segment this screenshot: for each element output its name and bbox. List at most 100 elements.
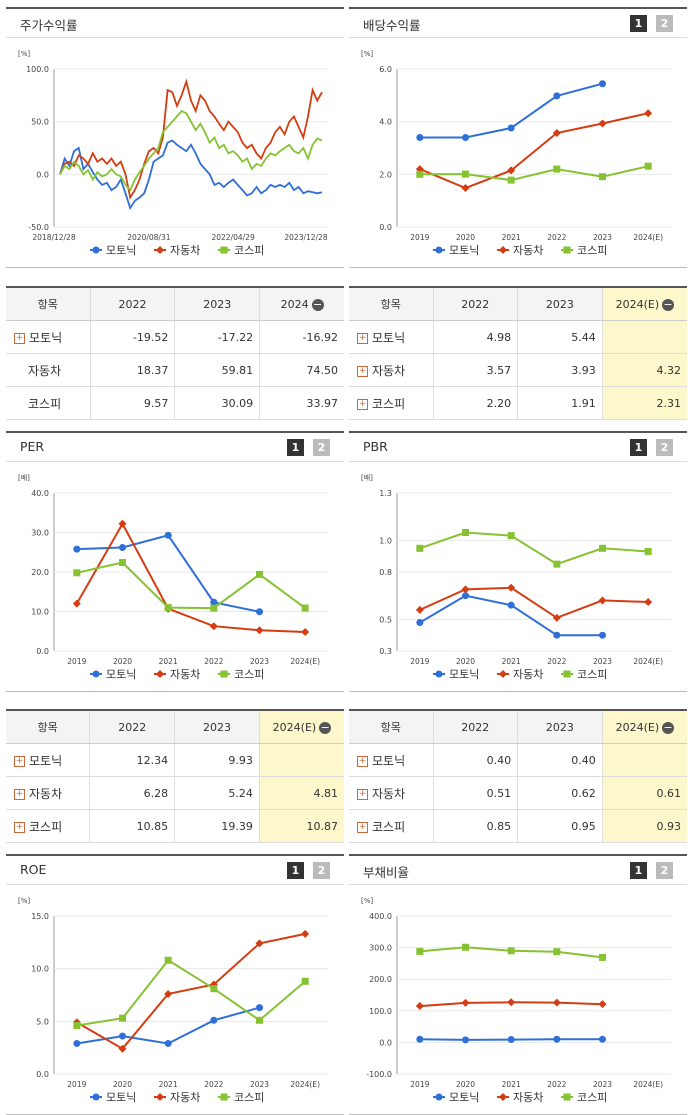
unit-label: [%] [18,897,30,905]
value-cell: 4.32 [601,353,687,387]
x-tick-label: 2023 [250,1080,269,1089]
data-point [462,592,469,600]
data-point [73,1022,81,1030]
table-row: + 모토닉 -19.52 -17.22 -16.92 [6,320,344,354]
data-point [599,953,606,961]
series-line-1 [419,586,649,619]
table-row: 코스피 9.57 30.09 33.97 [6,386,344,420]
column-header-label: 2022 [118,720,147,734]
data-point [507,583,516,592]
legend-marker [563,1093,571,1101]
page-1-button[interactable]: 1 [287,862,304,879]
data-point [507,532,515,540]
x-tick-label: 2020 [113,1080,132,1089]
row-name-cell: + 자동차 [349,353,433,387]
x-tick-label: 2022 [204,1080,223,1089]
page-1-button[interactable]: 1 [630,15,647,32]
data-point [462,133,469,141]
page-2-button[interactable]: 2 [656,439,673,456]
data-point [73,1039,81,1047]
expand-icon[interactable]: + [357,755,368,767]
collapse-icon[interactable]: − [662,297,675,311]
legend-marker [563,246,571,254]
expand-icon[interactable]: + [357,365,368,377]
data-point [461,998,470,1007]
legend-marker [156,670,164,678]
stock-return-panel: 주가수익률 [%] 100.0 50.0 0.0 -50.0 2018/12/28 2020… [6,7,344,268]
data-point [598,1000,607,1009]
x-tick-label: 2019 [410,657,429,666]
series-line-1 [76,932,306,1050]
row-name-cell: + 모토닉 [349,320,433,354]
page-1-button[interactable]: 1 [630,439,647,456]
expand-icon[interactable]: + [14,821,25,833]
legend-label: 코스피 [234,668,264,681]
data-point [119,1014,126,1022]
y-tick-label: 5.0 [36,1017,49,1026]
legend-label: 자동차 [170,1091,200,1104]
column-header-label: 항목 [37,298,58,311]
data-point [507,947,515,955]
series-line-2 [419,531,649,566]
data-point [416,947,424,955]
expand-icon[interactable]: + [357,332,368,344]
collapse-icon[interactable]: − [319,720,332,734]
column-header-label: 2022 [461,720,490,734]
data-point [461,585,470,594]
expand-icon[interactable]: + [357,398,368,410]
data-point [598,596,607,605]
data-point [552,128,561,137]
row-name: 모토닉 [372,753,406,768]
unit-label: [%] [361,50,373,58]
data-point [553,631,561,639]
data-point [507,176,515,184]
page-2-button[interactable]: 2 [313,439,330,456]
data-point [599,544,606,552]
unit-label: [배] [18,473,30,482]
x-tick-label: 2021 [502,657,521,666]
column-header: 2024(E) − [258,710,344,744]
y-tick-label: 20.0 [31,568,49,577]
page-1-button[interactable]: 1 [630,862,647,879]
expand-icon[interactable]: + [14,755,25,767]
legend-label: 자동차 [170,244,200,257]
value-cell [601,320,687,354]
y-tick-label: 0.5 [379,615,392,624]
per-chart: [배]40.0 30.0 20.0 10.0 0.0 2019 2020 2021 2022 20… [18,473,328,681]
legend-marker [220,670,228,678]
data-point [507,166,516,175]
column-header-label: 2023 [203,297,232,311]
unit-label: [%] [361,897,373,905]
y-tick-label: 40.0 [31,489,49,498]
y-tick-label: 10.0 [31,608,49,617]
page-2-button[interactable]: 2 [656,15,673,32]
series-line-0 [419,594,603,637]
column-header-label: 2024(E) [272,720,317,734]
value-cell: 12.34 [89,743,175,777]
row-name: 코스피 [372,396,406,411]
data-point [599,80,606,88]
collapse-icon[interactable]: − [662,720,675,734]
legend-label: 자동차 [513,668,543,681]
y-tick-label: 2.0 [379,170,392,179]
page-2-button[interactable]: 2 [313,862,330,879]
table-row: 자동차 18.37 59.81 74.50 [6,353,344,387]
legend-marker [435,670,443,678]
page-2-button[interactable]: 2 [656,862,673,879]
page-1-button[interactable]: 1 [287,439,304,456]
expand-icon[interactable]: + [357,788,368,800]
data-point [73,545,81,553]
expand-icon[interactable]: + [357,821,368,833]
expand-icon[interactable]: + [14,788,25,800]
data-point [462,529,469,536]
expand-icon[interactable]: + [14,332,25,344]
x-tick-label: 2022/04/29 [211,233,254,242]
data-point [415,605,424,614]
series-line-0 [76,534,260,613]
collapse-icon[interactable]: − [311,297,324,311]
